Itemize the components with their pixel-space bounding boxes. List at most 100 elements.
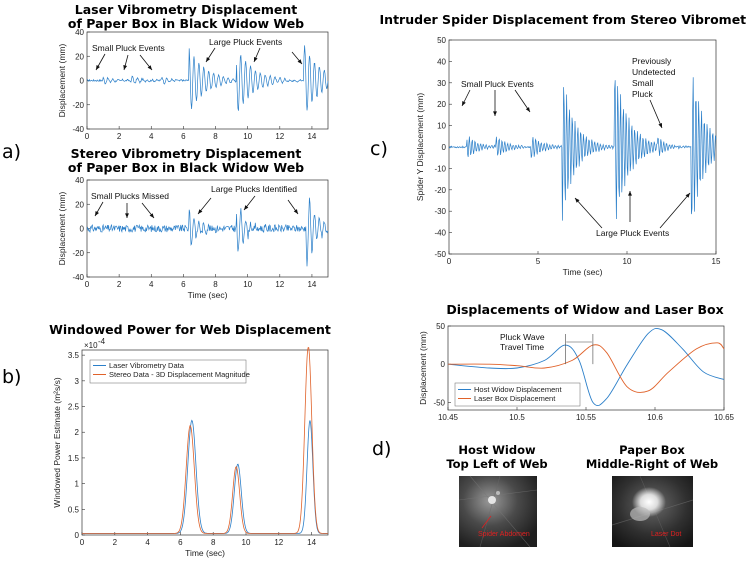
chart-a2-xtick-label: 12 bbox=[275, 280, 284, 289]
chart-c-arrow-head bbox=[575, 198, 580, 203]
chart-d-ytick-label: -50 bbox=[433, 398, 445, 407]
chart-b-xtick-label: 0 bbox=[80, 538, 85, 547]
chart-a1-annotation-small: Small Pluck Events bbox=[92, 43, 165, 53]
chart-b-ytick-label: 3 bbox=[75, 377, 80, 386]
chart-d-ylabel: Displacement (mm) bbox=[418, 331, 428, 405]
chart-c-ytick-label: 30 bbox=[437, 79, 446, 88]
chart-c-ytick-label: -20 bbox=[434, 186, 446, 195]
chart-b-legend bbox=[89, 359, 247, 384]
chart-a2-ytick-label: -40 bbox=[72, 273, 84, 282]
chart-c-title: Intruder Spider Displacement from Stereo… bbox=[380, 12, 747, 27]
chart-a1-title-line1: Laser Vibrometry Displacement bbox=[75, 2, 297, 17]
photo-box-title-line1: Paper Box bbox=[619, 443, 685, 457]
chart-d-ytick-label: 0 bbox=[441, 360, 446, 369]
chart-a2-xtick-label: 14 bbox=[307, 280, 316, 289]
chart-a2-xtick-label: 8 bbox=[213, 280, 218, 289]
chart-a1-xtick-label: 14 bbox=[307, 132, 316, 141]
photo-host-title-line2: Top Left of Web bbox=[446, 457, 547, 471]
chart-c-ytick-label: 50 bbox=[437, 36, 446, 45]
chart-a2-ytick-label: 20 bbox=[75, 200, 84, 209]
chart-b-frame bbox=[81, 349, 329, 536]
photo-paper-box: Laser Dot bbox=[611, 475, 694, 548]
chart-a1-xtick-label: 10 bbox=[243, 132, 252, 141]
photo-box-label: Laser Dot bbox=[651, 531, 681, 538]
chart-b-xtick-label: 4 bbox=[145, 538, 150, 547]
chart-a1-ylabel: Displacement (mm) bbox=[57, 43, 67, 117]
chart-b-xtick-label: 2 bbox=[113, 538, 118, 547]
chart-c-ytick-label: -50 bbox=[434, 250, 446, 259]
chart-a2-title-line2: of Paper Box in Black Widow Web bbox=[68, 160, 304, 175]
chart-a1-ytick-label: 40 bbox=[75, 28, 84, 37]
chart-a1-xtick-label: 12 bbox=[275, 132, 284, 141]
chart-b-ytick-label: 2.5 bbox=[68, 403, 80, 412]
chart-c-annotation-large: Large Pluck Events bbox=[596, 228, 669, 238]
chart-a1-series-line bbox=[87, 45, 329, 111]
chart-b-ytick-label: 2 bbox=[75, 428, 80, 437]
chart-a2-ytick-label: 0 bbox=[80, 225, 85, 234]
chart-a1-ytick-label: -20 bbox=[72, 101, 84, 110]
chart-c-arrow-head bbox=[658, 123, 662, 128]
chart-c-arrow bbox=[659, 192, 691, 229]
chart-c-xtick-label: 15 bbox=[712, 257, 721, 266]
chart-b-xtick-label: 8 bbox=[211, 538, 216, 547]
chart-c-arrow-head bbox=[525, 107, 530, 112]
chart-a2-series-line bbox=[86, 197, 329, 267]
chart-d-legend-label: Laser Box Displacement bbox=[474, 394, 556, 403]
chart-a1-xtick-label: 2 bbox=[117, 132, 122, 141]
chart-c-ytick-label: -40 bbox=[434, 229, 446, 238]
chart-a2-xtick-label: 6 bbox=[181, 280, 186, 289]
chart-b-legend-label: Stereo Data - 3D Displacement Magnitude bbox=[109, 370, 250, 379]
chart-c-ytick-label: 10 bbox=[437, 122, 446, 131]
chart-a1-plot: 0 2 4 6 8 10 12 14 -40 -20 0 20 40 Displacement (mm) bbox=[57, 28, 329, 141]
chart-c-arrow-head bbox=[493, 111, 497, 116]
chart-c-annotation-prev-2: Undetected bbox=[632, 67, 676, 77]
chart-a2-xtick-label: 10 bbox=[243, 280, 252, 289]
chart-b-xtick-label: 6 bbox=[178, 538, 183, 547]
chart-a1-xtick-label: 4 bbox=[149, 132, 154, 141]
chart-b-xtick-label: 14 bbox=[307, 538, 316, 547]
panel-label-a: a) bbox=[2, 141, 21, 163]
chart-a2-annotation-identified: Large Plucks Identified bbox=[211, 184, 297, 194]
chart-c-ytick-label: 40 bbox=[437, 57, 446, 66]
chart-a1-arrow-head bbox=[147, 65, 152, 70]
photo-host-label: Spider Abdomen bbox=[478, 531, 530, 538]
chart-c-annotation-prev-1: Previously bbox=[632, 56, 672, 66]
chart-d-plot: 10.45 10.5 10.55 10.6 10.65 -50 0 50 Displacemen… bbox=[418, 322, 735, 422]
chart-c-xlabel: Time (sec) bbox=[563, 267, 603, 277]
chart-a1-ytick-label: -40 bbox=[72, 125, 84, 134]
chart-a2-ytick-label: 40 bbox=[75, 176, 84, 185]
chart-c-ytick-label: 0 bbox=[442, 143, 447, 152]
chart-d-annotation-line1: Pluck Wave bbox=[500, 332, 545, 342]
chart-c-annotation-small: Small Pluck Events bbox=[461, 79, 534, 89]
chart-c-plot: 0 5 10 15 -50 -40 -30 -20 -10 0 10 20 30 40 50 Time (se… bbox=[415, 36, 721, 277]
chart-b-series-laser bbox=[82, 419, 328, 534]
chart-a2-xtick-label: 0 bbox=[85, 280, 90, 289]
chart-c-ytick-label: 20 bbox=[437, 100, 446, 109]
chart-a2-arrow-head bbox=[198, 209, 203, 214]
chart-c-arrow bbox=[574, 197, 603, 229]
photo-box-title-line2: Middle-Right of Web bbox=[586, 457, 718, 471]
chart-a1-xtick-label: 0 bbox=[85, 132, 90, 141]
chart-c-annotation-prev-3: Small bbox=[632, 78, 653, 88]
chart-a2-xtick-label: 2 bbox=[117, 280, 122, 289]
chart-b-exponent-power: -4 bbox=[98, 337, 106, 346]
chart-a2-arrow-head bbox=[149, 213, 154, 218]
chart-a1-title-line2: of Paper Box in Black Widow Web bbox=[68, 16, 304, 31]
chart-a2-xlabel: Time (sec) bbox=[188, 290, 228, 300]
chart-d-legend-label: Host Widow Displacement bbox=[474, 385, 562, 394]
chart-d-legend bbox=[454, 382, 581, 407]
chart-c-arrow bbox=[649, 99, 663, 129]
chart-d-series-host-widow bbox=[447, 327, 725, 407]
chart-a2-arrow-head bbox=[95, 211, 99, 216]
chart-a2-arrow-head bbox=[293, 209, 298, 214]
chart-b-ytick-label: 0.5 bbox=[68, 505, 80, 514]
photo-host-title-line1: Host Widow bbox=[458, 443, 536, 457]
chart-b-ytick-label: 0 bbox=[75, 531, 80, 540]
chart-a1-arrow-head bbox=[297, 59, 302, 64]
chart-d-xtick-label: 10.55 bbox=[576, 413, 597, 422]
chart-a2-title-line1: Stereo Vibrometry Displacement bbox=[71, 146, 302, 161]
chart-a2-ytick-label: -20 bbox=[72, 249, 84, 258]
chart-a2-arrow-head bbox=[244, 205, 249, 210]
chart-b-legend-label: Laser Vibrometry Data bbox=[109, 361, 185, 370]
